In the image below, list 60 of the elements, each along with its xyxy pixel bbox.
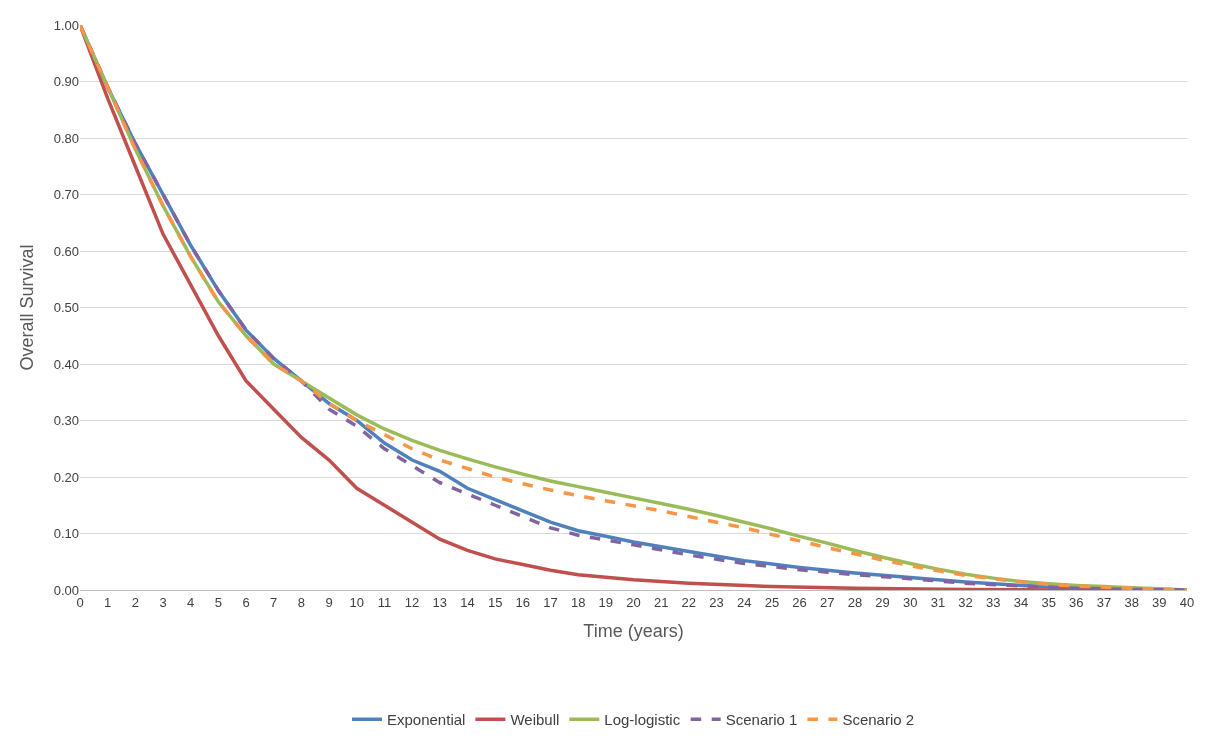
x-tick-label: 12	[404, 594, 420, 610]
x-axis-title: Time (years)	[583, 620, 684, 641]
x-tick-label: 21	[653, 594, 669, 610]
x-tick-label: 6	[242, 594, 250, 610]
legend-label: Log-logistic	[604, 711, 681, 729]
legend-label: Scenario 1	[725, 711, 798, 729]
x-tick-label: 23	[709, 594, 724, 610]
x-tick-label: 7	[270, 594, 278, 610]
x-tick-label: 32	[958, 594, 973, 610]
x-tick-label: 27	[820, 594, 835, 610]
x-tick-label: 35	[1041, 594, 1056, 610]
x-tick-label: 34	[1013, 594, 1029, 610]
x-tick-label: 26	[792, 594, 807, 610]
line-series	[80, 25, 1187, 590]
x-tick-label: 30	[903, 594, 918, 610]
x-tick-label: 36	[1069, 594, 1084, 610]
x-tick-label: 28	[847, 594, 863, 610]
x-tick-label: 20	[626, 594, 641, 610]
y-tick-label: 0.40	[53, 356, 79, 372]
y-axis-title: Overall Survival	[16, 244, 37, 371]
y-tick-label: 0.80	[53, 130, 79, 146]
y-tick-label: 1.00	[53, 17, 79, 33]
x-tick-label: 39	[1152, 594, 1167, 610]
x-tick-label: 22	[681, 594, 697, 610]
x-tick-label: 13	[432, 594, 448, 610]
x-tick-label: 10	[349, 594, 364, 610]
y-tick-label: 0.90	[53, 74, 79, 90]
y-tick-label: 0.70	[53, 187, 79, 203]
x-tick-label: 3	[159, 594, 167, 610]
x-tick-label: 11	[377, 594, 392, 610]
x-tick-label: 25	[764, 594, 780, 610]
y-tick-label: 0.60	[53, 243, 79, 259]
x-tick-label: 31	[930, 594, 946, 610]
x-tick-label: 2	[131, 594, 139, 610]
x-tick-label: 37	[1096, 594, 1112, 610]
x-tick-label: 40	[1179, 594, 1195, 610]
y-tick-label: 0.20	[53, 469, 79, 485]
x-tick-label: 33	[986, 594, 1001, 610]
y-tick-label: 0.10	[53, 526, 79, 542]
x-tick-label: 8	[297, 594, 306, 610]
x-tick-label: 4	[187, 594, 195, 610]
x-tick-label: 15	[487, 594, 503, 610]
legend-label: Scenario 2	[842, 711, 915, 729]
x-tick-label: 9	[325, 594, 333, 610]
y-tick-label: 0.30	[53, 413, 79, 429]
x-tick-label: 17	[543, 594, 558, 610]
x-tick-label: 16	[515, 594, 531, 610]
y-tick-label: 0.50	[53, 300, 79, 316]
y-tick-label: 0.00	[53, 582, 79, 598]
x-tick-label: 0	[76, 594, 84, 610]
x-tick-label: 24	[736, 594, 752, 610]
legend-label: Weibull	[510, 711, 560, 729]
x-tick-label: 5	[214, 594, 222, 610]
x-tick-label: 14	[460, 594, 475, 610]
x-tick-label: 18	[570, 594, 586, 610]
x-tick-label: 19	[598, 594, 614, 610]
x-tick-label: 1	[104, 594, 112, 610]
x-tick-label: 29	[875, 594, 890, 610]
legend-label: Exponential	[387, 711, 466, 729]
x-tick-label: 38	[1124, 594, 1139, 610]
